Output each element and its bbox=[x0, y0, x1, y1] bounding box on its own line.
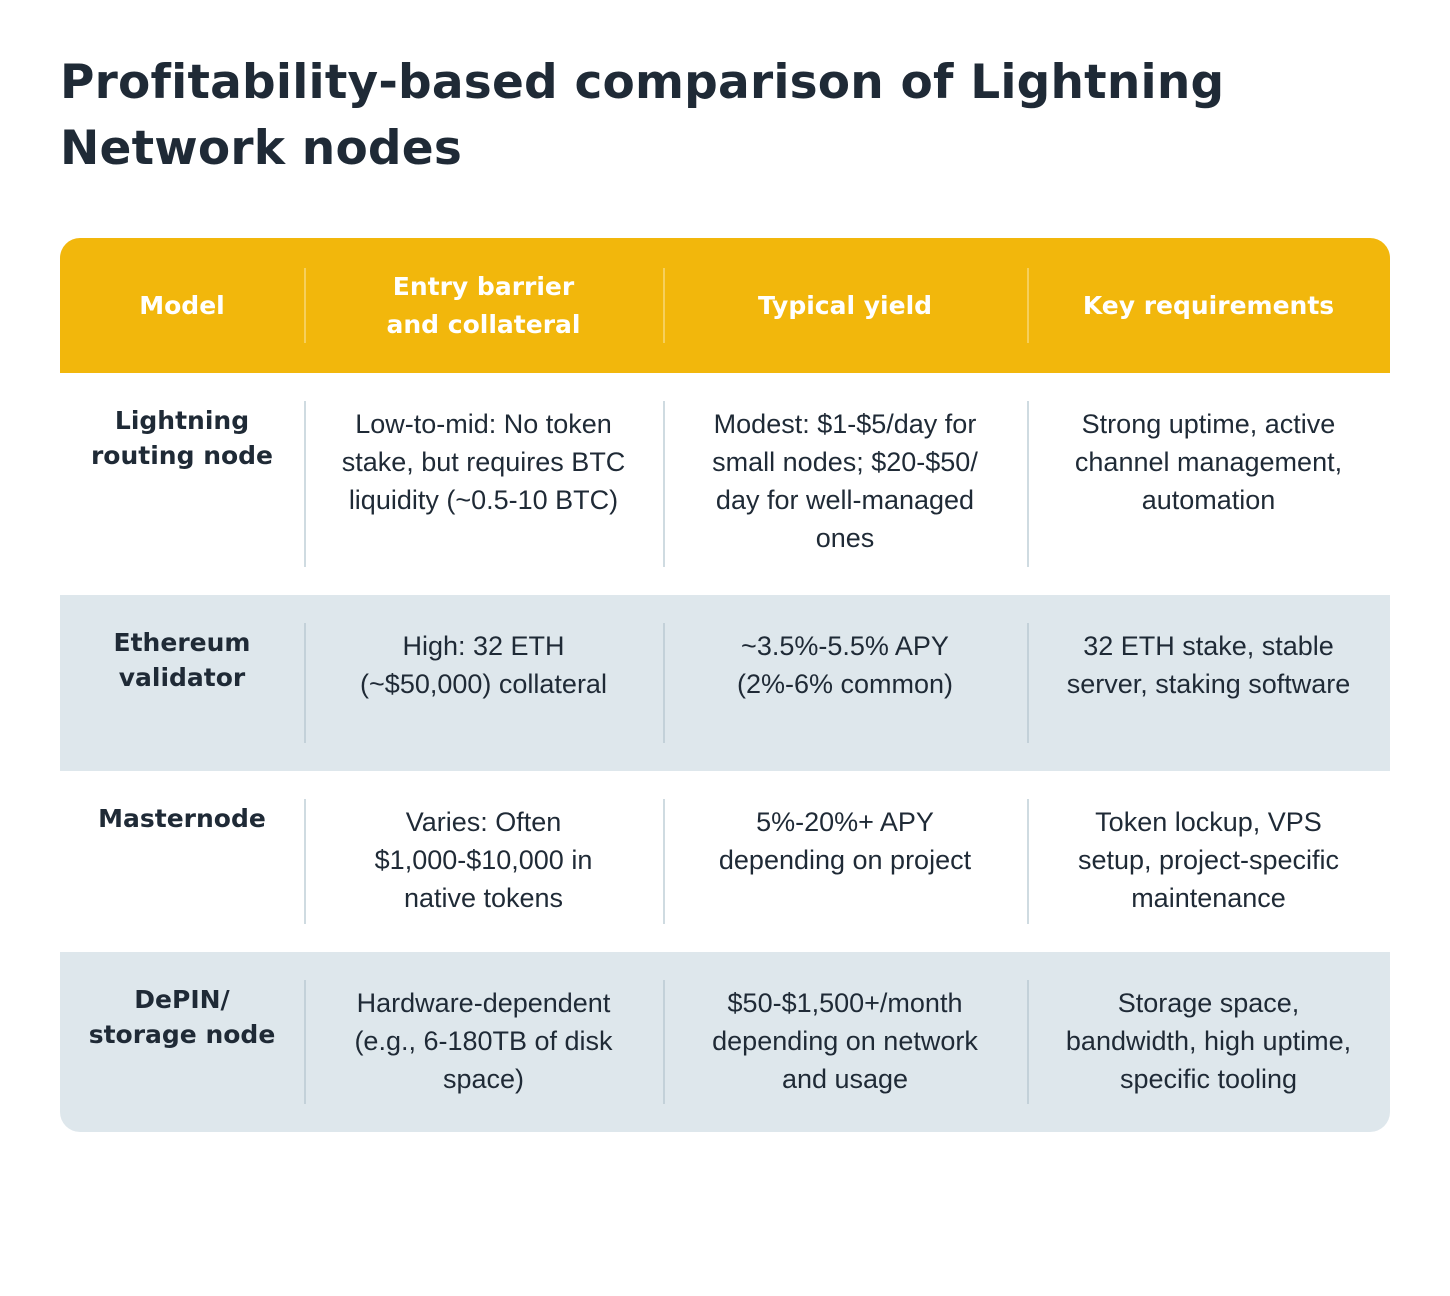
comparison-table: Model Entry barrier and collateral Typic… bbox=[60, 238, 1390, 1132]
table-header-row: Model Entry barrier and collateral Typic… bbox=[60, 238, 1390, 373]
typical-yield-cell: ~3.5%-5.5% APY (2%-6% common) bbox=[663, 595, 1027, 771]
typical-yield-cell: 5%-20%+ APY depending on project bbox=[663, 771, 1027, 952]
typical-yield-cell: $50-$1,500+/month depending on network a… bbox=[663, 952, 1027, 1132]
model-cell: Masternode bbox=[98, 804, 266, 833]
column-header-typical-yield: Typical yield bbox=[663, 238, 1027, 373]
table-row: Ethereum validator High: 32 ETH (~$50,00… bbox=[60, 595, 1390, 771]
table-row: Lightning routing node Low-to-mid: No to… bbox=[60, 373, 1390, 595]
entry-barrier-cell: Hardware-dependent (e.g., 6-180TB of dis… bbox=[304, 952, 663, 1132]
model-cell: Lightning routing node bbox=[90, 406, 274, 470]
model-cell: Ethereum validator bbox=[113, 628, 251, 692]
key-requirements-cell: Token lockup, VPS setup, project-specifi… bbox=[1027, 771, 1390, 952]
key-requirements-cell: 32 ETH stake, stable server, staking sof… bbox=[1027, 595, 1390, 771]
key-requirements-cell: Strong uptime, active channel management… bbox=[1027, 373, 1390, 595]
page-title: Profitability-based comparison of Lightn… bbox=[60, 55, 1225, 176]
entry-barrier-cell: Varies: Often $1,000-$10,000 in native t… bbox=[304, 771, 663, 952]
key-requirements-cell: Storage space, bandwidth, high uptime, s… bbox=[1027, 952, 1390, 1132]
typical-yield-cell: Modest: $1-$5/day for small nodes; $20-$… bbox=[663, 373, 1027, 595]
table-row: DePIN/ storage node Hardware-dependent (… bbox=[60, 952, 1390, 1132]
entry-barrier-cell: High: 32 ETH (~$50,000) collateral bbox=[304, 595, 663, 771]
entry-barrier-cell: Low-to-mid: No token stake, but requires… bbox=[304, 373, 663, 595]
table-row: Masternode Varies: Often $1,000-$10,000 … bbox=[60, 771, 1390, 952]
column-header-model: Model bbox=[139, 290, 225, 320]
model-cell: DePIN/ storage node bbox=[88, 985, 276, 1049]
column-header-entry-barrier: Entry barrier and collateral bbox=[304, 238, 663, 373]
column-header-key-requirements: Key requirements bbox=[1027, 238, 1390, 373]
